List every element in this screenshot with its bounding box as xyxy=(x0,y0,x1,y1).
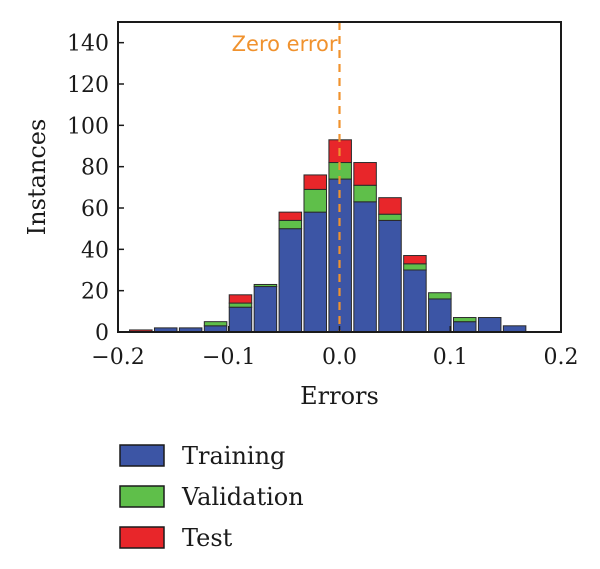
bar-training-12 xyxy=(428,298,452,333)
bar-training-13 xyxy=(453,321,477,333)
legend-label-validation: Validation xyxy=(181,483,304,511)
bar-validation-3 xyxy=(203,321,228,327)
x-tick-label-4: 0.2 xyxy=(544,345,579,370)
bar-test-7 xyxy=(303,174,328,190)
x-tick-label-1: −0.1 xyxy=(202,345,255,370)
bar-validation-13 xyxy=(453,317,477,323)
bar-validation-6 xyxy=(278,219,303,230)
y-tick-label-2: 40 xyxy=(81,238,109,263)
y-tick-label-3: 60 xyxy=(81,197,109,222)
bar-test-4 xyxy=(228,294,253,304)
bar-training-9 xyxy=(353,201,377,333)
axes-group: −0.2 −0.1 0.0 0.1 0.2 0 20 40 60 80 100 120 140 xyxy=(67,32,579,370)
zero-error-annotation: Zero error xyxy=(232,32,338,56)
bar-test-10 xyxy=(378,197,402,215)
bar-validation-10 xyxy=(378,213,402,221)
legend: Training Validation Test xyxy=(119,442,304,552)
x-tick-label-3: 0.1 xyxy=(433,345,468,370)
y-tick-label-4: 80 xyxy=(81,156,109,181)
x-tick-label-2: 0.0 xyxy=(322,345,357,370)
bar-validation-4 xyxy=(228,302,253,308)
bar-test-6 xyxy=(278,211,303,221)
legend-swatch-test xyxy=(119,526,165,549)
x-axis-title: Errors xyxy=(300,382,379,410)
bar-training-6 xyxy=(278,228,303,333)
bar-test-11 xyxy=(403,255,427,265)
x-tick-label-0: −0.2 xyxy=(91,345,144,370)
y-tick-label-7: 140 xyxy=(67,32,109,57)
bar-training-14 xyxy=(477,317,502,333)
legend-swatch-validation xyxy=(119,485,165,508)
legend-swatch-training xyxy=(119,444,165,467)
bar-test-9 xyxy=(353,162,377,186)
y-tick-label-5: 100 xyxy=(67,114,109,139)
bar-training-4 xyxy=(228,306,253,333)
y-tick-label-6: 120 xyxy=(67,73,109,98)
bar-training-10 xyxy=(378,219,402,333)
y-tick-label-0: 0 xyxy=(95,321,109,346)
y-axis-title: Instances xyxy=(23,119,51,236)
bar-training-11 xyxy=(403,269,427,333)
bar-validation-9 xyxy=(353,184,377,203)
legend-label-training: Training xyxy=(182,442,285,470)
bar-training-7 xyxy=(303,211,328,333)
bar-validation-12 xyxy=(428,292,452,300)
y-tick-label-1: 20 xyxy=(81,280,109,305)
bar-validation-11 xyxy=(403,263,427,271)
bar-validation-7 xyxy=(303,188,328,213)
legend-label-test: Test xyxy=(182,524,233,552)
bar-training-5 xyxy=(253,286,278,333)
bar-validation-5 xyxy=(253,283,278,288)
bars-group xyxy=(129,139,527,333)
